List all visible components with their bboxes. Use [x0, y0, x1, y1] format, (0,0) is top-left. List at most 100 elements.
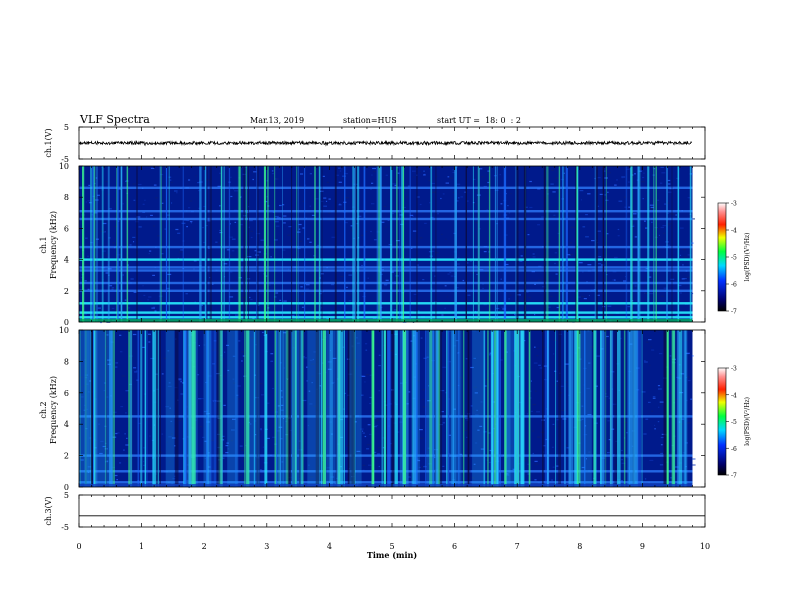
- noise-speck: [262, 446, 264, 448]
- impulse-line: [238, 166, 241, 322]
- noise-speck: [475, 414, 479, 416]
- impulse-line: [372, 330, 375, 487]
- impulse-line: [383, 330, 386, 487]
- x-tick-label: 5: [389, 542, 394, 551]
- impulse-line: [689, 166, 692, 322]
- noise-speck: [259, 432, 261, 434]
- noise-speck: [313, 255, 316, 257]
- noise-speck: [257, 304, 260, 306]
- noise-speck: [556, 306, 559, 309]
- impulse-line: [517, 330, 519, 487]
- ch2-spectrogram-panel: 0 2 4 6 8 10: [59, 326, 706, 492]
- y-tick-label: 8: [64, 193, 69, 202]
- noise-speck: [306, 366, 308, 368]
- noise-speck: [274, 296, 277, 298]
- noise-speck: [394, 313, 397, 315]
- noise-speck: [542, 286, 546, 288]
- noise-speck: [249, 423, 252, 425]
- noise-speck: [537, 279, 542, 281]
- ch1-spectrogram-panel: 0 2 4 6 8 10: [59, 162, 706, 327]
- noise-speck: [260, 429, 262, 431]
- noise-speck: [241, 360, 243, 362]
- impulse-line: [472, 166, 474, 322]
- impulse-line: [160, 166, 162, 322]
- impulse-line: [488, 166, 491, 322]
- noise-speck: [581, 466, 585, 469]
- impulse-burst: [682, 330, 688, 487]
- noise-speck: [428, 180, 432, 182]
- noise-speck: [651, 410, 654, 412]
- noise-speck: [83, 414, 86, 416]
- noise-speck: [667, 183, 671, 185]
- noise-speck: [217, 446, 221, 449]
- noise-speck: [675, 399, 678, 401]
- noise-speck: [500, 203, 503, 205]
- noise-speck: [239, 166, 244, 168]
- noise-speck: [427, 400, 431, 402]
- impulse-line: [584, 330, 586, 487]
- impulse-line: [435, 166, 437, 322]
- noise-speck: [259, 285, 263, 287]
- noise-speck: [587, 414, 592, 416]
- x-tick-label: 8: [577, 542, 582, 551]
- noise-speck: [207, 466, 211, 468]
- noise-speck: [385, 279, 389, 281]
- colorbar-tick-label: -4: [731, 228, 737, 235]
- noise-speck: [276, 225, 280, 227]
- noise-speck: [358, 215, 362, 217]
- noise-speck: [115, 362, 119, 364]
- frequency-band: [79, 186, 693, 189]
- noise-speck: [376, 231, 380, 233]
- noise-speck: [466, 436, 468, 438]
- ch1-spectrogram-ylabel-a: ch.1: [39, 236, 48, 253]
- noise-speck: [208, 478, 213, 480]
- noise-speck: [190, 222, 192, 224]
- impulse-line: [666, 330, 669, 487]
- impulse-line: [322, 330, 326, 487]
- noise-speck: [439, 304, 441, 306]
- impulse-line: [390, 166, 393, 322]
- noise-speck: [596, 294, 600, 296]
- noise-speck: [127, 264, 129, 266]
- noise-speck: [631, 174, 634, 176]
- noise-speck: [447, 176, 450, 178]
- impulse-line: [558, 166, 561, 322]
- impulse-line: [663, 330, 667, 487]
- noise-speck: [419, 437, 423, 439]
- noise-speck: [450, 414, 452, 416]
- noise-speck: [243, 458, 247, 460]
- impulse-burst: [505, 330, 519, 487]
- impulse-line: [153, 330, 157, 487]
- noise-speck: [599, 193, 604, 195]
- noise-speck: [300, 286, 303, 288]
- noise-speck: [214, 364, 216, 367]
- noise-speck: [657, 249, 659, 251]
- noise-speck: [504, 263, 509, 266]
- impulse-line: [267, 166, 269, 322]
- noise-speck: [330, 284, 335, 286]
- impulse-line: [381, 330, 383, 487]
- noise-speck: [349, 286, 352, 289]
- impulse-line: [159, 166, 161, 322]
- noise-speck: [378, 365, 381, 367]
- noise-speck: [248, 173, 250, 175]
- impulse-line: [503, 166, 507, 322]
- noise-speck: [554, 262, 556, 265]
- noise-speck: [453, 192, 455, 194]
- noise-speck: [587, 264, 592, 266]
- noise-speck: [250, 298, 253, 301]
- noise-speck: [136, 371, 138, 373]
- noise-speck: [536, 355, 539, 357]
- noise-speck: [326, 467, 331, 469]
- noise-speck: [679, 254, 682, 256]
- impulse-line: [605, 330, 607, 487]
- noise-speck: [272, 436, 276, 438]
- noise-speck: [614, 184, 617, 186]
- noise-speck: [137, 318, 140, 320]
- noise-speck: [244, 166, 247, 168]
- noise-speck: [99, 452, 103, 455]
- noise-speck: [153, 310, 155, 312]
- noise-speck: [246, 211, 249, 214]
- noise-speck: [483, 304, 488, 306]
- noise-speck: [685, 442, 688, 444]
